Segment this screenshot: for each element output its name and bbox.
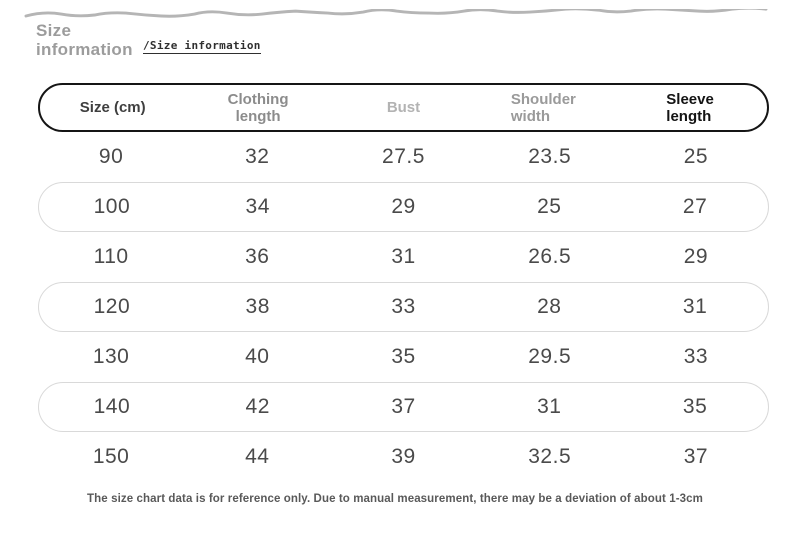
cell-shoulder-width: 26.5 bbox=[528, 245, 572, 268]
table-row: 150 44 39 32.5 37 bbox=[38, 432, 769, 482]
cell-clothing-length: 36 bbox=[245, 245, 270, 268]
cell-sleeve-length: 37 bbox=[683, 445, 709, 468]
header-shoulder-width: Shoulder width bbox=[510, 90, 576, 125]
page-title-line1: Size bbox=[36, 21, 72, 40]
cell-bust: 37 bbox=[391, 395, 416, 418]
cell-size: 120 bbox=[93, 295, 131, 318]
header-clothing-length: Clothing length bbox=[227, 90, 289, 125]
table-row: 90 32 27.5 23.5 25 bbox=[38, 132, 769, 182]
cell-clothing-length: 42 bbox=[245, 395, 270, 418]
cell-sleeve-length: 35 bbox=[682, 395, 708, 418]
table-row: 120 38 33 28 31 bbox=[38, 282, 769, 332]
wavy-line-icon bbox=[24, 6, 768, 18]
cell-bust: 35 bbox=[391, 345, 416, 368]
cell-sleeve-length: 29 bbox=[683, 245, 709, 268]
cell-size: 110 bbox=[93, 245, 129, 268]
table-row: 100 34 29 25 27 bbox=[38, 182, 769, 232]
cell-bust: 33 bbox=[391, 295, 416, 318]
cell-shoulder-width: 23.5 bbox=[528, 145, 572, 168]
page-title: Size information bbox=[36, 21, 133, 59]
header-size: Size (cm) bbox=[79, 99, 146, 117]
page-subtitle: /Size information bbox=[143, 39, 261, 54]
table-row: 130 40 35 29.5 33 bbox=[38, 332, 769, 382]
cell-clothing-length: 44 bbox=[245, 445, 270, 468]
cell-sleeve-length: 25 bbox=[683, 145, 709, 168]
cell-size: 100 bbox=[93, 195, 131, 218]
cell-clothing-length: 34 bbox=[245, 195, 270, 218]
cell-size: 90 bbox=[98, 145, 124, 168]
cell-sleeve-length: 33 bbox=[683, 345, 709, 368]
cell-bust: 31 bbox=[391, 245, 416, 268]
table-row: 140 42 37 31 35 bbox=[38, 382, 769, 432]
cell-clothing-length: 32 bbox=[245, 145, 270, 168]
header-sleeve-length: Sleeve length bbox=[666, 90, 714, 125]
cell-bust: 29 bbox=[391, 195, 416, 218]
cell-shoulder-width: 29.5 bbox=[528, 345, 572, 368]
cell-sleeve-length: 31 bbox=[682, 295, 708, 318]
cell-bust: 27.5 bbox=[382, 145, 425, 168]
cell-shoulder-width: 32.5 bbox=[528, 445, 572, 468]
disclaimer-note: The size chart data is for reference onl… bbox=[87, 493, 703, 505]
wavy-divider bbox=[24, 6, 769, 23]
cell-clothing-length: 40 bbox=[245, 345, 270, 368]
cell-clothing-length: 38 bbox=[245, 295, 270, 318]
size-table: Size (cm) Clothing length Bust Shoulder … bbox=[38, 83, 769, 482]
cell-shoulder-width: 28 bbox=[537, 295, 562, 318]
table-row: 110 36 31 26.5 29 bbox=[38, 232, 769, 282]
cell-size: 140 bbox=[93, 395, 131, 418]
cell-shoulder-width: 31 bbox=[537, 395, 562, 418]
cell-size: 150 bbox=[92, 445, 130, 468]
table-header-row: Size (cm) Clothing length Bust Shoulder … bbox=[38, 83, 769, 132]
page-title-line2: information bbox=[36, 40, 133, 59]
cell-bust: 39 bbox=[391, 445, 416, 468]
cell-shoulder-width: 25 bbox=[537, 195, 562, 218]
cell-size: 130 bbox=[92, 345, 130, 368]
header-bust: Bust bbox=[386, 99, 421, 117]
cell-sleeve-length: 27 bbox=[682, 195, 708, 218]
